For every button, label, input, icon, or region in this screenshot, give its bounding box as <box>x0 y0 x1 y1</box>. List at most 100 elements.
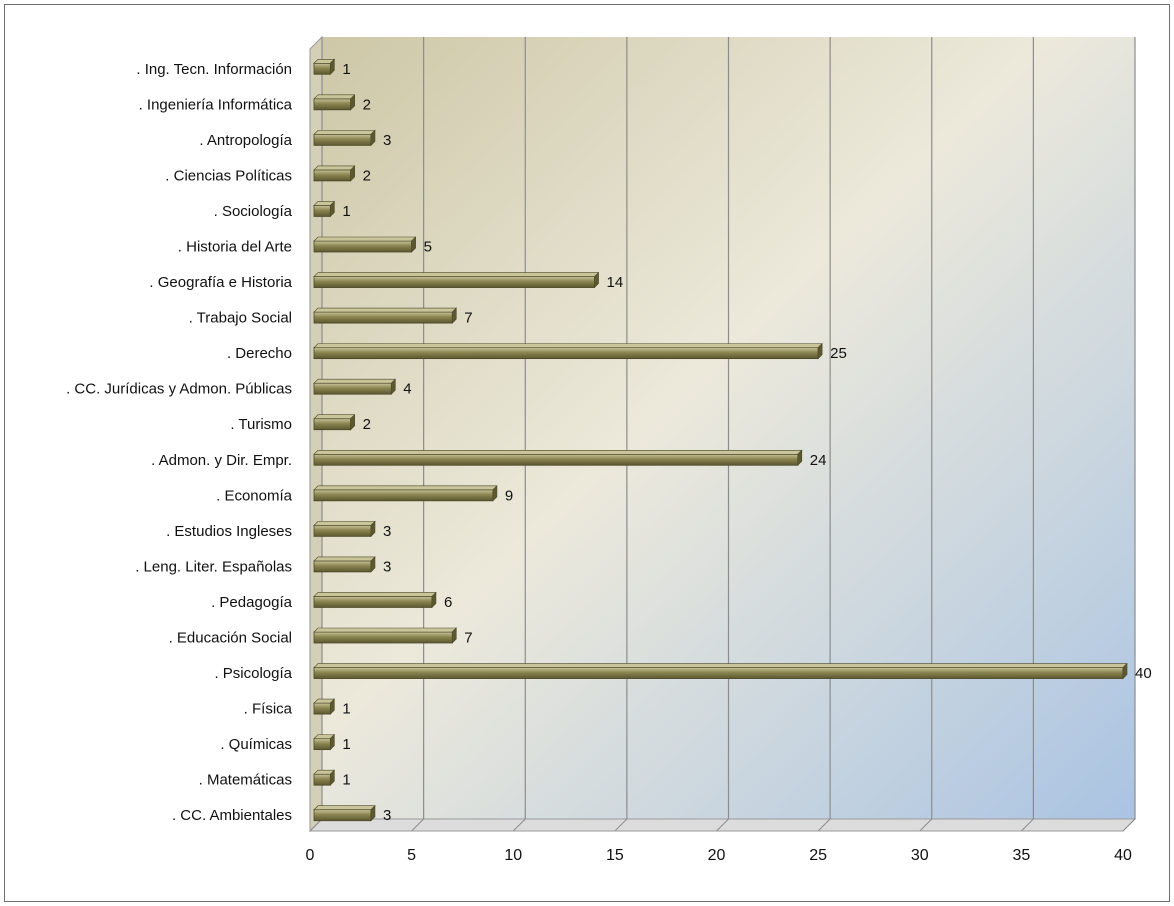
bar-end <box>492 485 498 502</box>
data-label: 40 <box>1135 665 1152 682</box>
data-label: 3 <box>383 132 391 149</box>
gridline-floor <box>1122 818 1136 832</box>
gridline-floor <box>1021 818 1034 832</box>
x-tick-label: 30 <box>911 847 929 864</box>
category-label: . Antropología <box>199 132 292 149</box>
bar-end <box>370 556 376 573</box>
bar <box>313 560 372 573</box>
bar <box>313 347 819 360</box>
category-label: . Admon. y Dir. Empr. <box>151 452 292 469</box>
data-label: 2 <box>363 96 371 113</box>
category-label: . Educación Social <box>169 630 292 647</box>
bar <box>313 276 595 288</box>
bar-top <box>313 485 498 491</box>
bar <box>313 631 453 644</box>
bar-end <box>370 805 376 822</box>
gridline-floor <box>716 818 729 832</box>
bar <box>313 667 1124 679</box>
bar <box>313 98 352 111</box>
bar-top <box>313 130 376 135</box>
category-label: . Pedagogía <box>211 594 293 611</box>
bar-end <box>350 414 355 431</box>
bar <box>313 702 331 715</box>
data-label: 1 <box>342 701 350 718</box>
bar-top <box>313 165 356 171</box>
category-label: . Sociología <box>214 203 293 220</box>
bar-top <box>313 307 457 313</box>
bar <box>313 596 433 608</box>
bar <box>313 240 413 253</box>
category-label: . Física <box>244 701 293 718</box>
bar-chart: 0 5 10 15 20 25 30 35 401. Ing. Tecn. Informació… <box>66 35 1152 864</box>
bar-top <box>313 272 600 277</box>
category-label: . Trabajo Social <box>189 310 292 327</box>
data-label: 1 <box>342 61 350 78</box>
data-label: 24 <box>810 452 827 469</box>
data-label: 14 <box>607 274 624 291</box>
category-label: . Psicología <box>214 665 292 682</box>
data-label: 2 <box>363 167 371 184</box>
category-label: . Estudios Ingleses <box>166 523 292 540</box>
data-label: 9 <box>505 487 513 504</box>
bar <box>313 738 331 751</box>
bar <box>313 133 372 146</box>
bar <box>313 205 331 217</box>
gridline-floor <box>512 818 526 832</box>
x-tick-label: 20 <box>708 847 726 864</box>
bar-end <box>451 307 457 324</box>
bar-end <box>797 449 803 466</box>
bar-end <box>350 165 355 182</box>
data-label: 25 <box>830 345 847 362</box>
category-label: . Historia del Arte <box>178 239 292 256</box>
chart-frame: 0 5 10 15 20 25 30 35 40 1. Ing. Tecn. Informació… <box>4 4 1170 902</box>
category-label: . Geografía e Historia <box>149 274 292 291</box>
category-label: . Derecho <box>227 345 292 362</box>
category-label: . Turismo <box>230 416 292 433</box>
data-label: 2 <box>363 416 371 433</box>
gridline-floor <box>411 818 424 832</box>
data-label: 1 <box>342 772 350 789</box>
bar <box>313 311 453 324</box>
bar-end <box>390 378 396 395</box>
x-tick-label: 25 <box>809 847 827 864</box>
data-label: 3 <box>383 807 391 824</box>
bar <box>313 809 372 822</box>
category-label: . Matemáticas <box>199 772 292 789</box>
bar-end <box>411 236 416 253</box>
category-label: . Economía <box>216 487 293 504</box>
bar <box>313 62 331 75</box>
x-tick-label: 35 <box>1012 847 1030 864</box>
bar-top <box>313 592 437 597</box>
bar-top <box>313 805 376 811</box>
category-label: . Leng. Liter. Españolas <box>135 558 292 575</box>
data-label: 6 <box>444 594 452 611</box>
bar-top <box>313 414 356 420</box>
bar <box>313 169 352 182</box>
x-tick-label: 40 <box>1114 847 1132 864</box>
data-label: 3 <box>383 523 391 540</box>
gridline-floor <box>919 818 933 832</box>
bar-end <box>350 94 355 111</box>
x-tick-label: 5 <box>407 847 416 864</box>
bar <box>313 524 372 537</box>
bar-top <box>313 521 376 526</box>
category-label: . CC. Jurídicas y Admon. Públicas <box>66 381 292 398</box>
bar-top <box>313 236 417 242</box>
bar <box>313 773 331 786</box>
bar-top <box>313 378 397 384</box>
bar <box>313 489 494 502</box>
data-label: 5 <box>424 239 432 256</box>
gridline-floor <box>614 818 628 832</box>
bar-end <box>330 733 335 751</box>
bar-end <box>330 698 335 715</box>
plot-area <box>310 37 1135 831</box>
bar-end <box>330 58 335 75</box>
category-label: . CC. Ambientales <box>172 807 292 824</box>
x-tick-label: 15 <box>606 847 624 864</box>
data-label: 7 <box>464 630 472 647</box>
bar-end <box>370 129 376 147</box>
bar-top <box>313 343 823 348</box>
bar <box>313 382 392 395</box>
data-label: 4 <box>403 381 411 398</box>
bar-top <box>313 94 356 100</box>
